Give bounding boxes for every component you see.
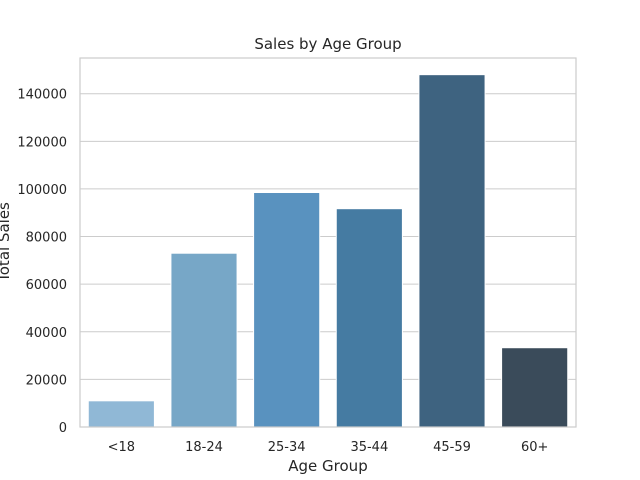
bar-<18 xyxy=(87,400,155,428)
y-tick-label: 20000 xyxy=(26,373,67,388)
y-axis-ticks: 0 20000 40000 60000 80000 100000 120000 140000 xyxy=(17,88,67,436)
x-axis-label: Age Group xyxy=(288,457,367,475)
x-tick-label: 18-24 xyxy=(185,440,223,455)
x-tick-label: 35-44 xyxy=(350,440,388,455)
bar-25-34 xyxy=(253,192,321,428)
y-tick-label: 60000 xyxy=(26,278,67,293)
x-tick-label: 25-34 xyxy=(268,440,306,455)
chart-title: Sales by Age Group xyxy=(254,35,401,53)
plot-frame xyxy=(79,57,577,428)
y-tick-label: 120000 xyxy=(17,135,67,150)
grid-lines xyxy=(80,93,576,428)
y-tick-label: 80000 xyxy=(26,231,67,246)
y-tick-label: 0 xyxy=(59,421,67,436)
y-tick-label: 40000 xyxy=(26,326,67,341)
y-axis-label: Total Sales xyxy=(0,202,13,283)
x-axis-ticks: <18 18-24 25-34 35-44 45-59 60+ xyxy=(108,440,549,455)
x-tick-label: <18 xyxy=(108,440,135,455)
x-tick-label: 60+ xyxy=(521,440,548,455)
x-tick-label: 45-59 xyxy=(433,440,471,455)
y-tick-label: 100000 xyxy=(17,183,67,198)
bar-18-24 xyxy=(170,252,238,428)
y-tick-label: 140000 xyxy=(17,88,67,103)
bar-60+ xyxy=(501,347,569,428)
bar-45-59 xyxy=(418,74,486,428)
bars xyxy=(87,74,569,428)
bar-35-44 xyxy=(335,208,403,428)
